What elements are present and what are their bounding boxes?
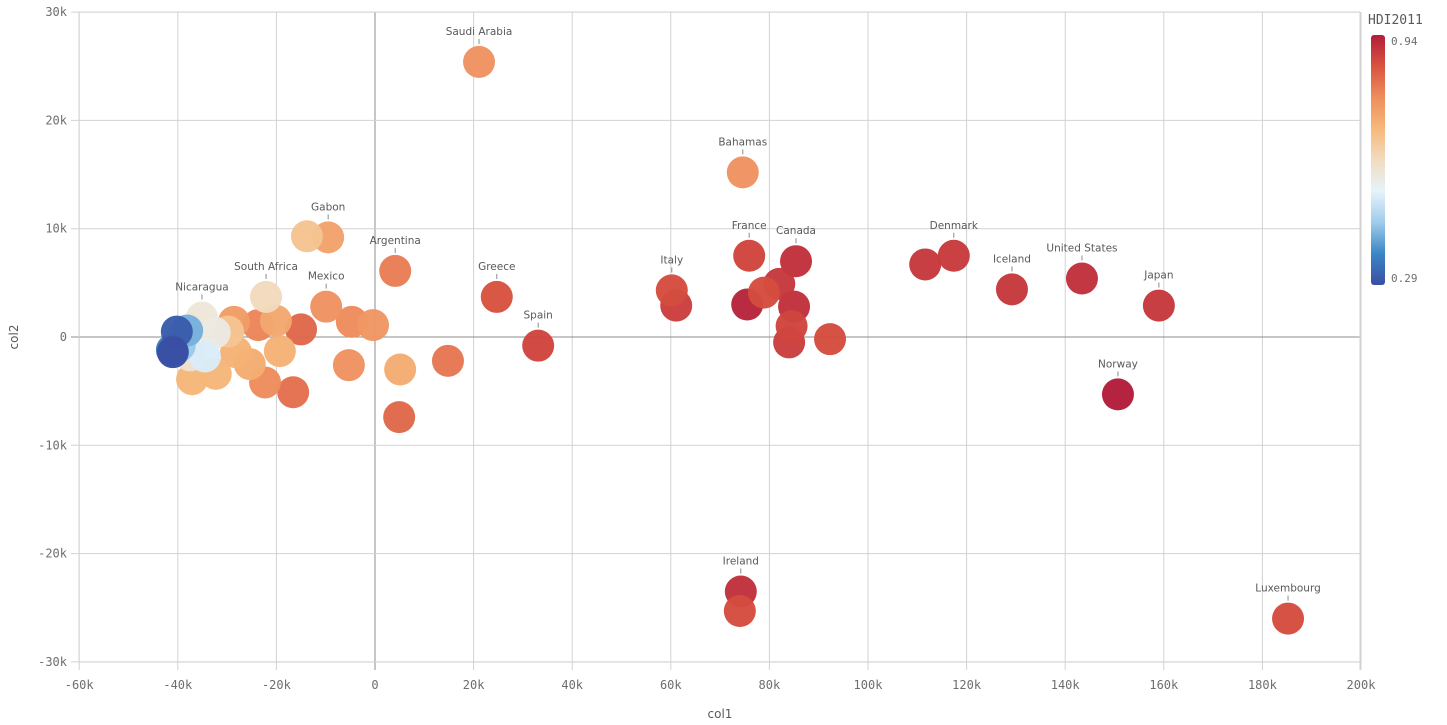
data-point[interactable]	[1065, 262, 1098, 295]
data-point[interactable]	[431, 344, 464, 377]
data-point[interactable]	[310, 290, 343, 323]
x-tick-label: 0	[371, 678, 378, 692]
y-tick-label: 0	[60, 330, 67, 344]
data-point[interactable]	[726, 156, 759, 189]
data-point[interactable]	[332, 349, 365, 382]
point-label: Norway	[1098, 358, 1138, 370]
x-tick-label: -20k	[262, 678, 292, 692]
point-label: Japan	[1143, 270, 1173, 282]
y-tick-label: 10k	[45, 222, 67, 236]
data-point[interactable]	[480, 280, 513, 313]
x-axis-title: col1	[708, 707, 733, 721]
data-point[interactable]	[357, 309, 390, 342]
y-tick-label: 20k	[45, 113, 67, 127]
data-point[interactable]	[733, 239, 766, 272]
data-point[interactable]	[655, 274, 688, 307]
point-label: Luxembourg	[1255, 583, 1320, 595]
data-point[interactable]	[937, 239, 970, 272]
data-point[interactable]	[995, 273, 1028, 306]
data-point[interactable]	[522, 329, 555, 362]
data-point[interactable]	[1101, 378, 1134, 411]
y-tick-label: -30k	[38, 655, 68, 669]
point-label: Argentina	[370, 235, 421, 247]
point-label: Italy	[660, 254, 683, 266]
data-point[interactable]	[1142, 289, 1175, 322]
data-point[interactable]	[290, 220, 323, 253]
data-point[interactable]	[379, 254, 412, 287]
data-point[interactable]	[384, 353, 417, 386]
y-tick-label: -10k	[38, 438, 68, 452]
data-point[interactable]	[285, 313, 318, 346]
data-point[interactable]	[909, 248, 942, 281]
x-tick-label: 60k	[660, 678, 682, 692]
point-label: South Africa	[234, 261, 298, 273]
y-axis-title: col2	[7, 325, 21, 350]
point-label: Iceland	[993, 253, 1031, 265]
x-tick-label: 120k	[952, 678, 982, 692]
y-axis: 30k 20k 10k 0 -10k -20k -30k	[38, 5, 68, 669]
data-point[interactable]	[814, 323, 847, 356]
point-label: Denmark	[930, 220, 979, 232]
data-point[interactable]	[463, 45, 496, 78]
x-tick-label: -60k	[65, 678, 95, 692]
x-tick-label: 80k	[759, 678, 781, 692]
point-label: Canada	[776, 225, 816, 237]
point-label: Nicaragua	[175, 282, 228, 294]
point-label: United States	[1046, 243, 1117, 255]
data-point[interactable]	[188, 340, 221, 373]
x-tick-label: 160k	[1149, 678, 1179, 692]
x-tick-label: -40k	[163, 678, 193, 692]
legend-gradient-bar[interactable]	[1371, 35, 1385, 285]
data-point[interactable]	[1272, 602, 1305, 635]
point-label: Ireland	[723, 556, 759, 568]
data-point[interactable]	[263, 335, 296, 368]
data-point[interactable]	[780, 245, 813, 278]
x-tick-label: 200k	[1347, 678, 1377, 692]
x-tick-label: 40k	[561, 678, 583, 692]
point-label: Greece	[478, 261, 515, 273]
y-tick-label: 30k	[45, 5, 67, 19]
color-legend: HDI2011 0.94 0.29	[1368, 13, 1423, 285]
data-points	[155, 45, 1305, 635]
point-label: Bahamas	[718, 136, 767, 148]
point-label: Saudi Arabia	[446, 26, 513, 38]
x-tick-label: 140k	[1051, 678, 1081, 692]
point-label: Gabon	[311, 201, 345, 213]
data-point[interactable]	[723, 594, 756, 627]
legend-max-label: 0.94	[1391, 35, 1418, 48]
data-point[interactable]	[156, 336, 189, 369]
point-labels: Saudi Arabia Bahamas Gabon Argentina Mexico S…	[175, 26, 1321, 601]
data-point[interactable]	[775, 310, 808, 343]
data-point[interactable]	[747, 276, 780, 309]
y-tick-label: -20k	[38, 547, 68, 561]
data-point[interactable]	[383, 401, 416, 434]
data-point[interactable]	[250, 280, 283, 313]
point-label: Spain	[524, 310, 553, 322]
point-label: France	[732, 220, 767, 232]
x-tick-label: 20k	[463, 678, 485, 692]
x-tick-label: 180k	[1248, 678, 1278, 692]
x-tick-label: 100k	[854, 678, 884, 692]
x-axis: -60k -40k -20k 0 20k 40k 60k 80k 100k 120k 140k 160…	[65, 678, 1376, 692]
data-point[interactable]	[277, 376, 310, 409]
point-label: Mexico	[308, 271, 345, 283]
legend-title: HDI2011	[1368, 13, 1423, 28]
gridlines	[71, 11, 1362, 670]
legend-min-label: 0.29	[1391, 272, 1418, 285]
